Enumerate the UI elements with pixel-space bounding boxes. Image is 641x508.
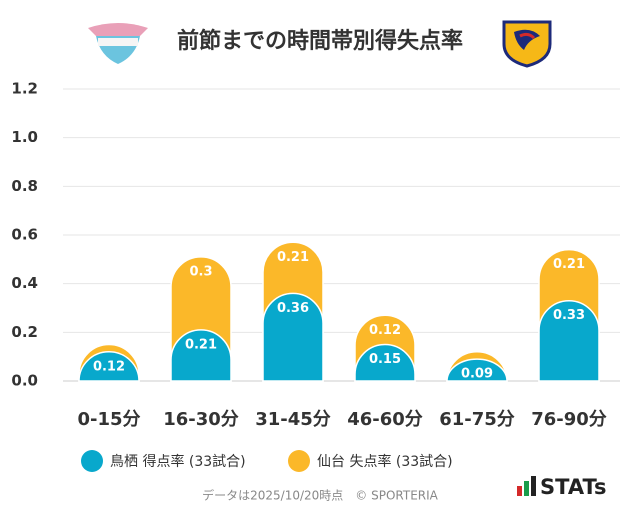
y-tick-label: 1.2 — [11, 80, 38, 98]
legend-label: 仙台 失点率 (33試合) — [317, 453, 453, 470]
data-label: 0.36 — [277, 301, 309, 316]
x-tick-label: 76-90分 — [531, 409, 607, 430]
bar-segment — [354, 343, 416, 382]
y-tick-label: 1.0 — [11, 128, 38, 146]
data-label: 0.21 — [277, 250, 309, 265]
x-tick-label: 61-75分 — [439, 409, 515, 430]
legend: 鳥栖 得点率 (33試合) 仙台 失点率 (33試合) — [81, 450, 453, 472]
brand-logo — [517, 476, 536, 496]
bar-segment — [78, 351, 140, 382]
y-tick-label: 0.8 — [11, 177, 38, 195]
home-logo — [88, 23, 148, 64]
bar-segment — [446, 358, 508, 382]
data-label: 0.15 — [369, 352, 401, 367]
away-logo — [502, 20, 552, 68]
data-label: 0.09 — [461, 367, 493, 382]
y-tick-label: 0.2 — [11, 323, 38, 341]
x-tick-label: 0-15分 — [77, 409, 140, 430]
x-tick-label: 31-45分 — [255, 409, 331, 430]
footer: データは2025/10/20時点 © SPORTERIA — [202, 488, 439, 503]
y-tick-label: 0.4 — [11, 274, 38, 292]
x-tick-label: 46-60分 — [347, 409, 423, 430]
y-tick-label: 0.6 — [11, 226, 38, 244]
chart-title: 前節までの時間帯別得失点率 — [177, 28, 463, 54]
data-label: 0.3 — [189, 264, 212, 279]
data-label: 0.12 — [369, 323, 401, 338]
bar-segment — [538, 300, 600, 382]
brand: STATs — [540, 475, 606, 499]
legend-swatch — [288, 450, 310, 472]
data-label: 0.21 — [553, 257, 585, 272]
y-tick-label: 0.0 — [11, 372, 38, 390]
bar-segment — [262, 292, 324, 382]
legend-label: 鳥栖 得点率 (33試合) — [110, 453, 246, 470]
legend-swatch — [81, 450, 103, 472]
data-label: 0.21 — [185, 337, 217, 352]
x-tick-label: 16-30分 — [163, 409, 239, 430]
data-label: 0.12 — [93, 359, 125, 374]
data-label: 0.33 — [553, 308, 585, 323]
bar-segment — [170, 329, 232, 382]
